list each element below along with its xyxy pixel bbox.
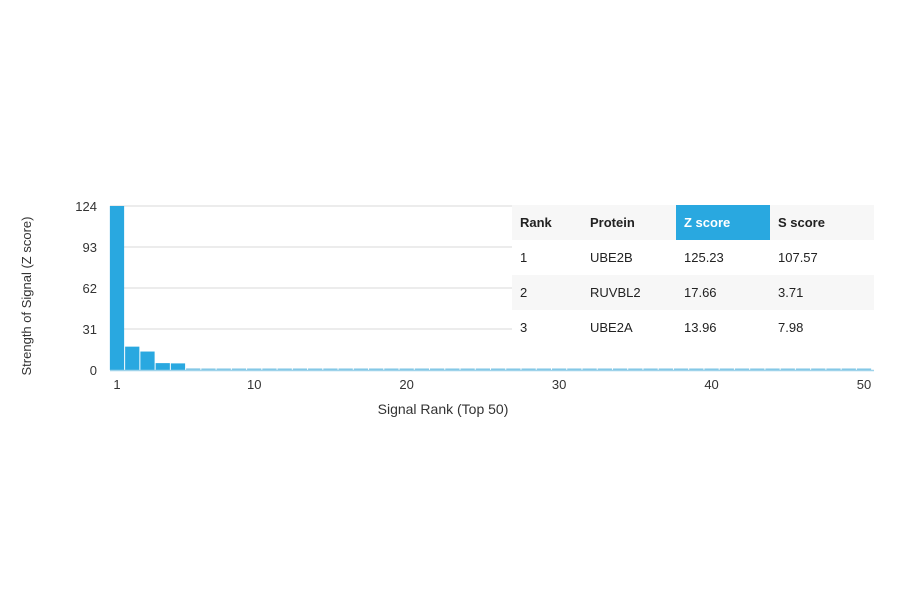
results-table: Rank Protein Z score S score 1 UBE2B 125… — [512, 205, 874, 345]
bar — [795, 368, 811, 370]
y-axis-label: Strength of Signal (Z score) — [19, 217, 34, 376]
bar — [277, 368, 292, 370]
bar — [643, 368, 658, 370]
y-tick-label: 31 — [83, 322, 97, 337]
bar — [155, 363, 170, 370]
cell-rank: 2 — [512, 275, 582, 310]
bar — [521, 368, 536, 370]
x-tick-label: 30 — [552, 377, 566, 392]
table-row: 3 UBE2A 13.96 7.98 — [512, 310, 874, 345]
bar — [247, 368, 262, 370]
bar — [369, 368, 384, 370]
bar — [475, 368, 490, 370]
x-tick-label: 40 — [704, 377, 718, 392]
cell-z-score: 125.23 — [676, 240, 770, 275]
cell-rank: 3 — [512, 310, 582, 345]
bar — [750, 368, 765, 370]
bar — [765, 368, 780, 370]
bar — [140, 351, 155, 370]
bar — [399, 368, 414, 370]
bar — [826, 368, 841, 370]
y-tick-label: 62 — [83, 281, 97, 296]
cell-z-score: 13.96 — [676, 310, 770, 345]
y-tick-label: 124 — [75, 199, 97, 214]
x-axis-ticks: 1 10 20 30 40 50 — [113, 377, 871, 392]
bar — [506, 368, 521, 370]
header-rank: Rank — [512, 205, 582, 240]
bar — [384, 368, 399, 370]
bar — [612, 368, 628, 370]
bar — [353, 368, 369, 370]
bar — [689, 368, 704, 370]
bar — [109, 206, 125, 370]
bar — [170, 363, 186, 370]
bar — [323, 368, 338, 370]
bar — [460, 368, 475, 370]
header-s-score: S score — [770, 205, 874, 240]
bar — [201, 368, 216, 370]
bar — [292, 368, 308, 370]
bar — [597, 368, 612, 370]
table-row: 1 UBE2B 125.23 107.57 — [512, 240, 874, 275]
bar — [445, 368, 460, 370]
bar — [582, 368, 597, 370]
cell-s-score: 107.57 — [770, 240, 874, 275]
bar — [704, 368, 719, 370]
bar — [231, 368, 247, 370]
bar — [262, 368, 277, 370]
header-z-score: Z score — [676, 205, 770, 240]
bar — [856, 368, 872, 370]
x-tick-label: 50 — [857, 377, 871, 392]
y-tick-label: 93 — [83, 240, 97, 255]
bar — [734, 368, 750, 370]
bar — [567, 368, 582, 370]
bar — [430, 368, 445, 370]
bar — [780, 368, 795, 370]
cell-s-score: 7.98 — [770, 310, 874, 345]
bar — [551, 368, 567, 370]
cell-protein: RUVBL2 — [582, 275, 676, 310]
bar — [186, 368, 201, 370]
x-tick-label: 20 — [399, 377, 413, 392]
bar — [216, 368, 231, 370]
bar — [841, 368, 856, 370]
x-tick-label: 1 — [113, 377, 120, 392]
cell-protein: UBE2B — [582, 240, 676, 275]
y-tick-label: 0 — [90, 363, 97, 378]
table-row: 2 RUVBL2 17.66 3.71 — [512, 275, 874, 310]
y-axis-ticks: 0 31 62 93 124 — [75, 199, 97, 378]
header-protein: Protein — [582, 205, 676, 240]
cell-rank: 1 — [512, 240, 582, 275]
cell-s-score: 3.71 — [770, 275, 874, 310]
bar — [491, 368, 506, 370]
bar — [719, 368, 734, 370]
x-tick-label: 10 — [247, 377, 261, 392]
bar — [338, 368, 353, 370]
table-header-row: Rank Protein Z score S score — [512, 205, 874, 240]
bar — [673, 368, 689, 370]
bars — [109, 206, 874, 372]
bar — [658, 368, 673, 370]
cell-protein: UBE2A — [582, 310, 676, 345]
bar — [308, 368, 323, 370]
bar — [628, 368, 643, 370]
bar — [125, 346, 140, 370]
cell-z-score: 17.66 — [676, 275, 770, 310]
x-axis-label: Signal Rank (Top 50) — [378, 401, 509, 417]
bar — [414, 368, 430, 370]
bar — [811, 368, 826, 370]
bar — [536, 368, 551, 370]
